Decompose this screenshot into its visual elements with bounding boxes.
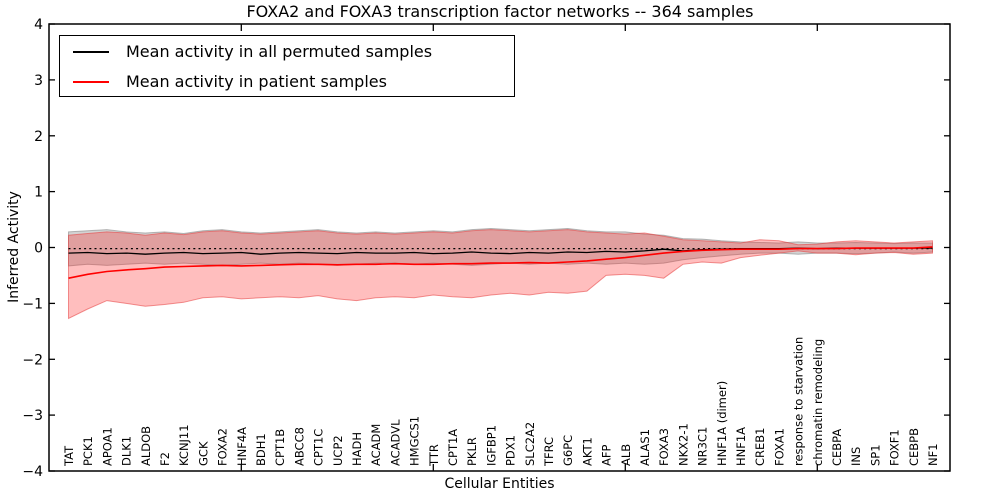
x-category-label: ACADVL [388,419,402,466]
x-category-label: FOXA3 [657,428,671,466]
legend-entry-patient: Mean activity in patient samples [60,67,514,96]
x-category-label: GCK [196,441,210,466]
legend-line-sample-black [73,50,109,53]
y-tick-label: −4 [22,464,43,480]
x-category-label: FOXA2 [216,428,230,466]
x-category-label: HNF1A [734,427,748,466]
x-category-label: INS [849,447,863,466]
legend-line-sample-red [73,80,109,83]
x-category-label: PCK1 [81,436,95,466]
y-tick-label: 2 [34,129,43,145]
y-tick-label: −3 [22,408,43,424]
x-category-label: HNF1A (dimer) [715,381,729,466]
x-category-label: TAT [62,445,76,467]
x-category-label: ALB [619,444,633,466]
x-category-label: TFRC [542,437,556,467]
x-category-label: FOXA1 [772,428,786,466]
y-tick-label: −2 [22,352,43,368]
x-category-label: G6PC [561,435,575,466]
x-category-label: NF1 [926,443,940,466]
legend-label: Mean activity in all permuted samples [126,42,433,61]
x-category-label: chromatin remodeling [811,339,825,466]
x-category-label: IGFBP1 [484,425,498,466]
x-category-label: TTR [427,444,441,467]
y-tick-label: 3 [34,73,43,89]
patient-range-band [68,229,933,320]
x-category-label: HADH [350,432,364,466]
legend-box: Mean activity in all permuted samples Me… [59,35,515,97]
x-category-label: ACADM [369,424,383,466]
x-category-label: DLK1 [120,436,134,466]
x-category-label: PDX1 [504,435,518,466]
x-category-label: response to starvation [792,337,806,466]
x-category-label: F2 [158,452,172,466]
patient-mean-line [68,246,933,279]
x-category-label: CPT1A [446,429,460,466]
x-category-label: CPT1C [312,429,326,466]
legend-entry-permuted: Mean activity in all permuted samples [60,37,514,66]
x-category-label: FOXF1 [888,429,902,466]
y-tick-label: 1 [34,185,43,201]
x-category-label: CPT1B [273,429,287,466]
x-category-label: APOA1 [100,427,114,466]
x-category-label: ALDOB [139,426,153,466]
y-axis-label: Inferred Activity [6,191,22,303]
x-category-label: SP1 [868,444,882,466]
x-category-label: UCP2 [331,435,345,466]
x-axis-label: Cellular Entities [444,476,555,492]
x-category-label: HNF4A [235,427,249,466]
legend-label: Mean activity in patient samples [126,72,387,91]
x-category-label: AKT1 [580,437,594,466]
x-category-label: BDH1 [254,433,268,466]
x-category-label: AFP [600,445,614,466]
x-category-label: NKX2-1 [676,423,690,466]
y-tick-label: 0 [34,241,43,257]
x-category-label: KCNJ11 [177,424,191,466]
x-category-label: ABCC8 [292,427,306,466]
y-tick-label: −1 [22,296,43,312]
x-category-label: HMGCS1 [408,416,422,466]
x-category-label: CEBPA [830,429,844,466]
x-category-label: CEBPB [907,428,921,466]
chart-title: FOXA2 and FOXA3 transcription factor net… [246,2,754,21]
x-category-label: NR3C1 [696,427,710,466]
x-category-label: CREB1 [753,428,767,467]
x-category-label: PKLR [465,437,479,466]
x-category-label: SLC2A2 [523,422,537,466]
x-category-label: ALAS1 [638,429,652,466]
y-tick-label: 4 [34,17,43,33]
